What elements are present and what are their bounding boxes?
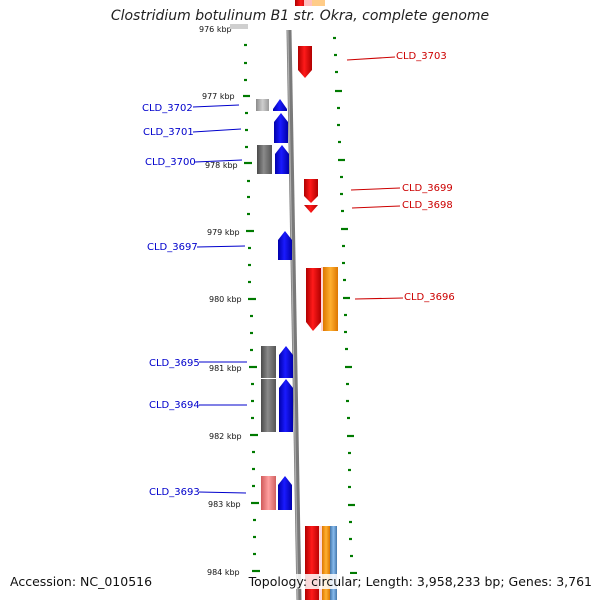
map-title: Clostridium botulinum B1 str. Okra, comp… <box>110 8 490 24</box>
cds-cld-3702[interactable] <box>273 99 287 111</box>
scale-label: 976 kbp <box>199 25 232 34</box>
cds-cld-3696[interactable] <box>306 268 321 331</box>
gray-box-3700 <box>257 145 272 174</box>
gray-box-3702 <box>256 99 269 111</box>
orange-box-3696 <box>323 267 338 331</box>
scale-label: 977 kbp <box>202 92 235 101</box>
genome-backbone <box>286 29 302 600</box>
gene-label-cld-3694[interactable]: CLD_3694 <box>149 400 200 411</box>
forward-labels: CLD_3702 CLD_3701 CLD_3700 CLD_3697 CLD_… <box>142 103 200 498</box>
scale-label: 982 kbp <box>209 432 242 441</box>
cds-cld-3698[interactable] <box>304 205 318 213</box>
scale-label: 981 kbp <box>209 364 242 373</box>
clipped-scale-bar <box>230 24 248 29</box>
cds-cld-3697[interactable] <box>278 231 292 260</box>
cds-cld-3699[interactable] <box>304 179 318 203</box>
scale-labels: 976 kbp 977 kbp 978 kbp 979 kbp 980 kbp … <box>199 25 242 577</box>
left-tick-ring <box>243 43 260 573</box>
reverse-leader-lines <box>346 56 404 300</box>
reverse-labels: CLD_3703 CLD_3699 CLD_3698 CLD_3696 <box>396 51 455 303</box>
gene-label-cld-3699[interactable]: CLD_3699 <box>402 183 453 194</box>
gene-label-cld-3696[interactable]: CLD_3696 <box>404 292 455 303</box>
cds-cld-3694[interactable] <box>279 379 293 432</box>
scale-label: 980 kbp <box>209 295 242 304</box>
gene-label-cld-3697[interactable]: CLD_3697 <box>147 242 198 253</box>
gene-label-cld-3698[interactable]: CLD_3698 <box>402 200 453 211</box>
right-tick-ring <box>333 36 357 575</box>
scale-label: 984 kbp <box>207 568 240 577</box>
cds-cld-3693[interactable] <box>278 476 292 510</box>
cds-cld-3695[interactable] <box>279 346 293 378</box>
forward-leader-lines <box>192 104 247 494</box>
gene-label-cld-3702[interactable]: CLD_3702 <box>142 103 193 114</box>
gene-label-cld-3693[interactable]: CLD_3693 <box>149 487 200 498</box>
bottom-orange-box <box>322 526 330 600</box>
scale-label: 983 kbp <box>208 500 241 509</box>
accession-text: Accession: NC_010516 <box>8 574 155 589</box>
gene-label-cld-3701[interactable]: CLD_3701 <box>143 127 194 138</box>
gray-box-3694 <box>261 379 276 432</box>
top-reverse-cds <box>295 0 308 6</box>
gene-label-cld-3703[interactable]: CLD_3703 <box>396 51 447 62</box>
cds-cld-3700[interactable] <box>275 145 289 174</box>
gene-label-cld-3700[interactable]: CLD_3700 <box>145 157 196 168</box>
cds-cld-3701[interactable] <box>274 113 288 143</box>
cds-cld-3703[interactable] <box>298 46 312 78</box>
gray-box-3695 <box>261 346 276 378</box>
bottom-blue-box <box>330 526 337 600</box>
scale-label: 979 kbp <box>207 228 240 237</box>
pink-box-3693 <box>261 476 276 510</box>
topology-text: Topology: circular; Length: 3,958,233 bp… <box>246 574 594 589</box>
top-pink-box <box>304 0 312 6</box>
top-orange-box <box>312 0 325 6</box>
scale-label: 978 kbp <box>205 161 238 170</box>
gene-label-cld-3695[interactable]: CLD_3695 <box>149 358 200 369</box>
